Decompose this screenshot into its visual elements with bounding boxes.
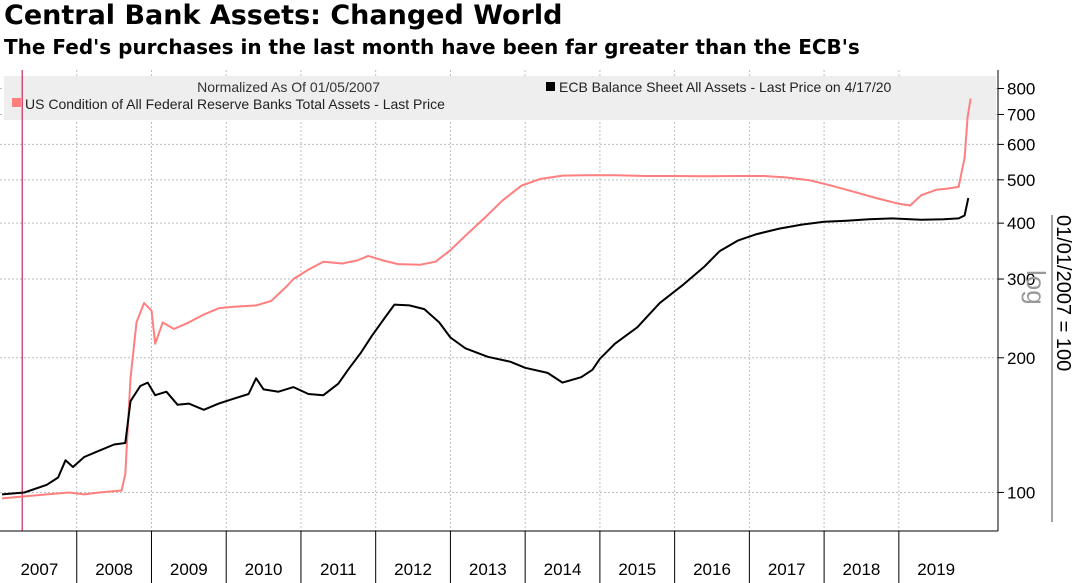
x-tick-label-2009: 2009 xyxy=(170,560,208,579)
series-lines xyxy=(1,70,972,531)
chart-title: Central Bank Assets: Changed World xyxy=(4,0,563,31)
grid xyxy=(0,70,998,531)
x-tick-label-2019: 2019 xyxy=(917,560,955,579)
x-tick-label-2014: 2014 xyxy=(544,560,582,579)
y-tick-label-300: 300 xyxy=(1007,270,1035,289)
y-tick-label-100: 100 xyxy=(1007,483,1035,502)
legend-background xyxy=(4,76,996,120)
series-line-ecb xyxy=(1,197,970,496)
right-axis-label: 01/01/2007 = 100 xyxy=(1052,215,1074,371)
x-tick-label-2011: 2011 xyxy=(320,560,357,579)
chart-subtitle: The Fed's purchases in the last month ha… xyxy=(4,35,860,59)
legend-swatch-fed xyxy=(12,98,21,107)
y-axis: 100 200 300 400 500 600 700 800 xyxy=(998,80,1035,502)
x-tick-label-2017: 2017 xyxy=(768,560,806,579)
x-tick-label-2007: 2007 xyxy=(20,560,58,579)
normalization-note: Normalized As Of 01/05/2007 xyxy=(197,79,380,95)
legend-swatch-ecb xyxy=(546,82,555,91)
x-tick-label-2013: 2013 xyxy=(469,560,507,579)
y-tick-label-400: 400 xyxy=(1007,214,1035,233)
y-tick-label-200: 200 xyxy=(1007,349,1035,368)
legend-label-ecb: ECB Balance Sheet All Assets - Last Pric… xyxy=(559,79,892,95)
x-tick-label-2018: 2018 xyxy=(843,560,881,579)
x-tick-label-2012: 2012 xyxy=(394,560,432,579)
x-tick-label-2008: 2008 xyxy=(95,560,133,579)
plot-background xyxy=(0,70,998,531)
series-line-fed xyxy=(1,98,972,500)
x-axis: 2007 2008 2009 2010 2011 2012 2013 2014 2015 2016… xyxy=(20,531,955,583)
y-tick-label-800: 800 xyxy=(1007,80,1035,99)
x-tick-label-2015: 2015 xyxy=(618,560,656,579)
y-tick-label-600: 600 xyxy=(1007,135,1035,154)
log-scale-label: log xyxy=(1021,270,1051,305)
y-tick-label-500: 500 xyxy=(1007,171,1035,190)
legend-label-fed: US Condition of All Federal Reserve Bank… xyxy=(25,96,445,112)
x-tick-label-2010: 2010 xyxy=(245,560,283,579)
x-tick-label-2016: 2016 xyxy=(693,560,731,579)
y-tick-label-700: 700 xyxy=(1007,105,1035,124)
